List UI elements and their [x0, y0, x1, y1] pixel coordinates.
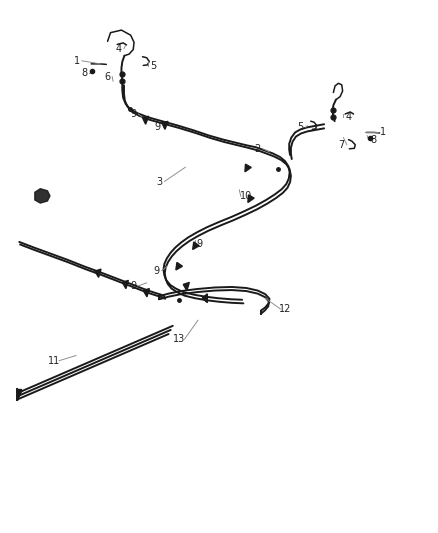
- Polygon shape: [143, 288, 149, 297]
- Text: 8: 8: [81, 68, 88, 78]
- Text: 4: 4: [346, 112, 352, 122]
- Text: 5: 5: [150, 61, 156, 71]
- Text: 1: 1: [74, 56, 80, 66]
- Polygon shape: [176, 262, 182, 270]
- Text: 2: 2: [254, 144, 261, 154]
- Polygon shape: [17, 389, 21, 400]
- Text: 6: 6: [104, 71, 110, 82]
- Text: 9: 9: [130, 281, 136, 291]
- Text: 1: 1: [380, 127, 386, 138]
- Text: 11: 11: [48, 356, 60, 366]
- Text: 9: 9: [130, 109, 136, 119]
- Polygon shape: [202, 294, 207, 303]
- Text: 12: 12: [279, 304, 292, 314]
- Polygon shape: [35, 189, 50, 203]
- Text: 8: 8: [371, 135, 377, 144]
- Polygon shape: [95, 269, 101, 277]
- Text: 7: 7: [339, 140, 345, 150]
- Text: 10: 10: [240, 191, 252, 201]
- Polygon shape: [248, 195, 254, 203]
- Text: 13: 13: [173, 334, 186, 344]
- Text: 9: 9: [154, 265, 160, 276]
- Text: 9: 9: [155, 122, 161, 132]
- Text: 5: 5: [297, 122, 304, 132]
- Text: 4: 4: [116, 44, 122, 53]
- Polygon shape: [245, 164, 251, 172]
- Polygon shape: [122, 280, 128, 289]
- Polygon shape: [193, 242, 199, 249]
- Polygon shape: [142, 116, 148, 124]
- Polygon shape: [162, 122, 168, 130]
- Polygon shape: [183, 282, 189, 290]
- Text: 9: 9: [197, 239, 203, 249]
- Text: 3: 3: [156, 176, 162, 187]
